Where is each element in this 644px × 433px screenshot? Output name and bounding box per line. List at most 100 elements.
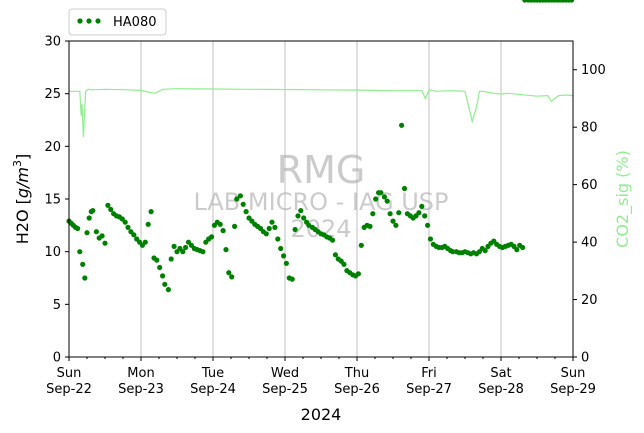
x-tick-label-date: Sep-26 bbox=[334, 382, 380, 397]
h2o-point bbox=[289, 276, 295, 282]
h2o-point bbox=[160, 273, 166, 279]
h2o-point bbox=[148, 209, 154, 215]
h2o-point bbox=[341, 261, 347, 267]
legend-marker-1 bbox=[77, 18, 83, 24]
y-axis-title-prefix: H2O [ bbox=[13, 198, 32, 244]
h2o-point bbox=[145, 221, 151, 227]
y-axis-left: 0 5 10 15 20 25 30 bbox=[44, 35, 69, 366]
h2o-point bbox=[243, 209, 249, 215]
h2o-point bbox=[373, 196, 379, 202]
h2o-point bbox=[217, 221, 223, 227]
h2o-point bbox=[298, 208, 304, 214]
y-axis-title-exp: 3 bbox=[11, 160, 24, 167]
h2o-point bbox=[263, 231, 269, 237]
h2o-point bbox=[200, 249, 206, 255]
legend-marker-3 bbox=[95, 18, 101, 24]
h2o-point bbox=[427, 236, 433, 242]
h2o-point bbox=[358, 242, 364, 248]
y2-tick-label: 40 bbox=[581, 236, 598, 251]
h2o-point bbox=[378, 190, 384, 196]
h2o-point bbox=[84, 230, 90, 236]
h2o-point bbox=[80, 261, 86, 267]
legend-label: HA080 bbox=[113, 15, 156, 30]
h2o-point bbox=[419, 203, 425, 209]
x-tick-label-date: Sep-29 bbox=[550, 382, 596, 397]
h2o-point bbox=[220, 228, 226, 234]
y-axis-right: 0 20 40 60 80 100 bbox=[573, 63, 606, 366]
watermark: RMG LAB MICRO - IAG USP 2024 bbox=[193, 148, 448, 243]
h2o-point bbox=[162, 281, 168, 287]
x-axis-title: 2024 bbox=[301, 405, 342, 424]
x-tick-label-day: Fri bbox=[421, 366, 437, 381]
h2o-point bbox=[75, 225, 81, 232]
y-tick-label: 25 bbox=[44, 87, 61, 102]
h2o-point bbox=[422, 213, 428, 219]
h2o-point bbox=[142, 239, 148, 245]
h2o-point bbox=[168, 256, 174, 262]
h2o-point bbox=[401, 185, 408, 192]
y-axis-title: H2O [g/m3] bbox=[11, 154, 32, 245]
legend-box bbox=[68, 8, 167, 36]
x-tick-label-day: Mon bbox=[127, 366, 154, 381]
y-axis-title-suffix: ] bbox=[13, 154, 32, 160]
legend: HA080 bbox=[68, 8, 167, 36]
legend-marker-2 bbox=[86, 18, 92, 24]
h2o-point bbox=[384, 198, 390, 204]
h2o-series bbox=[66, 0, 575, 293]
h2o-point bbox=[301, 215, 307, 221]
watermark-line-1: RMG bbox=[277, 148, 366, 192]
h2o-point bbox=[223, 247, 229, 253]
watermark-line-2: LAB MICRO - IAG USP bbox=[193, 188, 448, 216]
y-tick-label: 20 bbox=[44, 140, 61, 155]
h2o-point bbox=[90, 208, 96, 214]
x-tick-label-date: Sep-27 bbox=[406, 382, 452, 397]
co2-line bbox=[69, 88, 574, 138]
h2o-point bbox=[82, 275, 88, 281]
h2o-point bbox=[93, 229, 99, 235]
h2o-point bbox=[367, 223, 373, 229]
x-tick-label-date: Sep-22 bbox=[46, 382, 92, 397]
h2o-point bbox=[332, 252, 338, 258]
y2-axis-title: CO2_sig (%) bbox=[613, 150, 633, 248]
h2o-point bbox=[180, 249, 186, 255]
x-tick-label-date: Sep-24 bbox=[190, 382, 236, 397]
h2o-point bbox=[99, 233, 105, 239]
x-tick-label-day: Sun bbox=[561, 366, 586, 381]
y2-tick-label: 80 bbox=[581, 121, 598, 136]
h2o-point bbox=[232, 223, 238, 229]
y2-tick-label: 20 bbox=[581, 293, 598, 308]
h2o-point bbox=[370, 211, 376, 217]
h2o-point bbox=[393, 222, 399, 228]
y2-tick-label: 0 bbox=[581, 351, 589, 366]
h2o-point bbox=[157, 264, 163, 271]
h2o-point bbox=[295, 213, 301, 219]
h2o-point bbox=[416, 210, 422, 216]
co2-series bbox=[69, 88, 574, 138]
x-tick-label-date: Sep-23 bbox=[118, 382, 164, 397]
x-tick-label-day: Sat bbox=[490, 366, 511, 381]
y-tick-label: 5 bbox=[53, 298, 61, 313]
h2o-point bbox=[387, 211, 393, 217]
h2o-point bbox=[329, 237, 336, 243]
h2o-point bbox=[272, 224, 278, 230]
x-axis: SunSep-22MonSep-23TueSep-24WedSep-25ThuS… bbox=[46, 357, 596, 397]
h2o-point bbox=[514, 247, 520, 253]
h2o-point bbox=[381, 194, 387, 200]
h2o-point bbox=[278, 245, 284, 252]
h2o-point bbox=[355, 271, 361, 277]
watermark-line-3: 2024 bbox=[290, 215, 351, 243]
h2o-point bbox=[390, 218, 396, 224]
h2o-point bbox=[122, 219, 128, 225]
y-tick-label: 15 bbox=[44, 193, 61, 208]
h2o-point bbox=[281, 253, 287, 259]
h2o-point bbox=[165, 287, 171, 293]
h2o-point bbox=[125, 224, 131, 230]
x-tick-label-day: Tue bbox=[201, 366, 224, 381]
y-axis-title-var: g/m bbox=[13, 167, 32, 198]
h2o-point bbox=[86, 215, 92, 221]
h2o-point bbox=[292, 226, 298, 233]
x-tick-label-date: Sep-28 bbox=[478, 382, 524, 397]
h2o-point bbox=[396, 210, 402, 216]
h2o-point bbox=[275, 236, 281, 242]
